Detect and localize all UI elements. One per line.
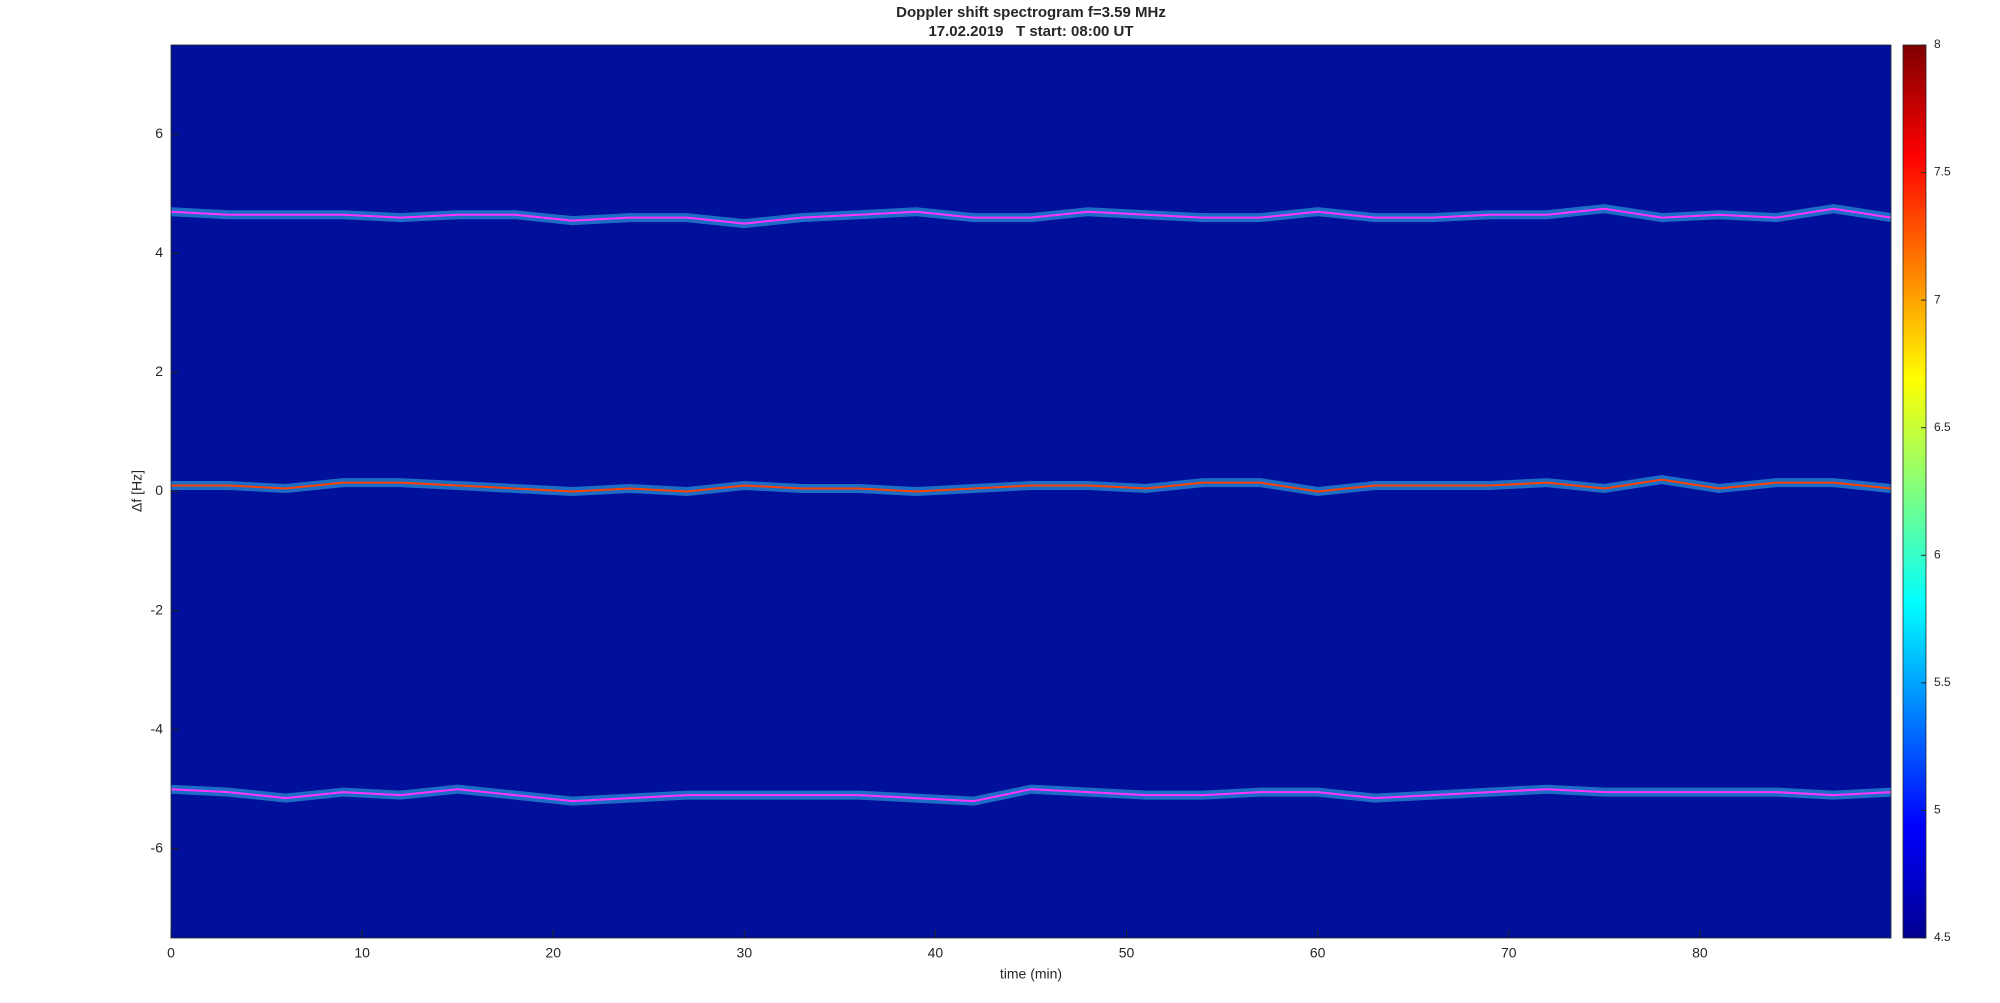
y-tick-label: 4 — [155, 244, 163, 260]
x-tick-label: 80 — [1692, 945, 1708, 961]
colorbar-tick-label: 8 — [1934, 37, 1941, 51]
x-tick-label: 40 — [928, 945, 944, 961]
colorbar-tick-label: 6.5 — [1934, 420, 1951, 434]
y-tick-label: 0 — [155, 482, 163, 498]
x-tick-label: 50 — [1119, 945, 1135, 961]
trace-line — [171, 478, 1892, 493]
trace-line — [170, 207, 1892, 225]
y-tick-label: -2 — [151, 601, 164, 617]
x-tick-label: 20 — [545, 945, 561, 961]
y-tick-label: -6 — [151, 839, 164, 855]
chart-title: Doppler shift spectrogram f=3.59 MHz — [896, 4, 1166, 21]
x-tick-label: 0 — [167, 945, 175, 961]
x-axis-label: time (min) — [1000, 966, 1062, 982]
colorbar-tick-label: 7.5 — [1934, 165, 1951, 179]
x-tick-label: 10 — [354, 945, 370, 961]
y-tick-label: 6 — [155, 125, 163, 141]
spectrogram-background — [171, 45, 1891, 938]
colorbar-tick-label: 7 — [1934, 292, 1941, 306]
x-tick-label: 30 — [737, 945, 753, 961]
y-tick-label: -4 — [151, 720, 164, 736]
colorbar — [1902, 44, 1927, 939]
colorbar-tick-label: 5.5 — [1934, 675, 1951, 689]
x-tick-label: 60 — [1310, 945, 1326, 961]
colorbar-tick-label: 5 — [1934, 803, 1941, 817]
chart-subtitle: 17.02.2019 T start: 08:00 UT — [928, 23, 1133, 40]
y-axis-label: Δf [Hz] — [129, 470, 145, 512]
y-tick-label: 2 — [155, 363, 163, 379]
x-tick-label: 70 — [1501, 945, 1517, 961]
colorbar-tick-label: 6 — [1934, 547, 1941, 561]
trace-line — [170, 788, 1892, 803]
colorbar-tick-label: 4.5 — [1934, 930, 1951, 944]
